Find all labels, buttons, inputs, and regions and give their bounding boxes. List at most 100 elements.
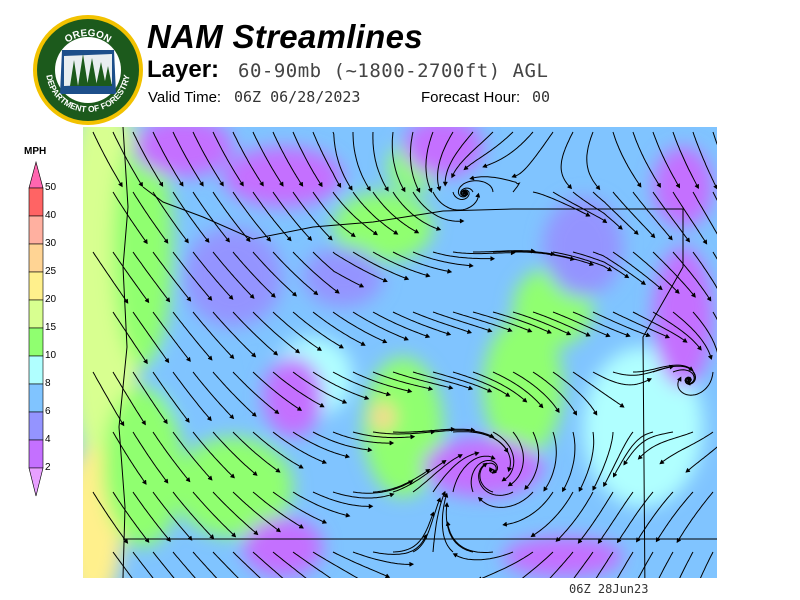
streamline bbox=[312, 251, 364, 288]
streamline-arrowhead bbox=[482, 163, 488, 168]
streamline-arrowhead bbox=[655, 537, 661, 543]
colorbar-tick-label: 10 bbox=[45, 350, 57, 361]
streamline bbox=[292, 431, 350, 458]
streamline-arrowhead bbox=[603, 482, 608, 488]
streamline-arrowhead bbox=[425, 333, 431, 339]
streamline bbox=[472, 311, 532, 333]
wind-speed-region bbox=[163, 337, 223, 417]
streamline bbox=[543, 431, 557, 491]
streamline-arrowhead bbox=[327, 235, 333, 241]
streamline bbox=[232, 191, 271, 242]
streamline bbox=[172, 191, 210, 243]
streamline bbox=[452, 371, 510, 397]
wind-speed-region bbox=[543, 197, 623, 297]
streamline-arrowhead bbox=[446, 331, 452, 336]
streamline-arrowhead bbox=[163, 478, 169, 484]
streamline bbox=[572, 251, 629, 279]
streamline-arrowhead bbox=[687, 376, 693, 382]
streamline-arrowhead bbox=[207, 475, 213, 481]
streamline bbox=[192, 251, 234, 300]
streamline bbox=[192, 491, 236, 537]
streamline-arrowhead bbox=[158, 181, 164, 187]
valid-time-label: Valid Time: bbox=[148, 89, 222, 106]
streamline-arrowhead bbox=[209, 534, 215, 540]
streamline bbox=[472, 431, 511, 472]
streamline-arrowhead bbox=[507, 481, 513, 487]
streamline bbox=[112, 191, 148, 244]
streamline-arrowhead bbox=[451, 173, 456, 179]
streamline bbox=[409, 131, 421, 193]
streamline bbox=[292, 311, 344, 349]
valid-time-value: 06Z 06/28/2023 bbox=[234, 88, 361, 106]
streamline bbox=[392, 251, 452, 273]
streamline bbox=[272, 491, 327, 524]
streamline-arrowhead bbox=[505, 392, 511, 397]
streamline-arrowhead bbox=[675, 183, 681, 189]
streamline bbox=[292, 551, 332, 578]
streamline-arrowhead bbox=[403, 336, 409, 341]
streamline-arrowhead bbox=[442, 181, 448, 187]
streamline bbox=[478, 462, 514, 496]
colorbar-segment bbox=[28, 299, 44, 329]
streamline bbox=[613, 431, 654, 477]
streamline bbox=[132, 131, 164, 187]
streamline bbox=[492, 311, 552, 334]
streamline-arrowhead bbox=[414, 229, 420, 234]
streamline bbox=[312, 491, 373, 507]
streamline bbox=[252, 371, 302, 411]
streamline bbox=[512, 311, 571, 336]
streamline-arrowhead bbox=[691, 292, 696, 298]
streamline bbox=[212, 311, 256, 358]
streamline-arrowhead bbox=[141, 420, 146, 426]
streamline-arrowhead bbox=[321, 459, 327, 464]
streamline-arrowhead bbox=[578, 486, 583, 492]
streamline-arrowhead bbox=[657, 285, 663, 291]
streamline bbox=[132, 191, 169, 244]
streamline bbox=[172, 551, 196, 578]
streamline bbox=[392, 311, 451, 336]
streamline bbox=[152, 431, 191, 482]
streamline bbox=[432, 491, 446, 553]
streamline-arrowhead bbox=[385, 391, 392, 397]
streamline-arrowhead bbox=[452, 553, 458, 558]
streamline bbox=[446, 522, 494, 553]
streamline bbox=[192, 311, 234, 359]
colorbar-tick-label: 8 bbox=[45, 378, 51, 389]
wind-speed-region bbox=[223, 147, 343, 207]
streamline-arrowhead bbox=[445, 521, 451, 527]
streamline bbox=[503, 491, 554, 526]
streamline bbox=[112, 371, 146, 425]
streamline bbox=[478, 491, 534, 508]
streamline-arrowhead bbox=[613, 472, 618, 478]
streamline bbox=[392, 191, 441, 231]
streamline bbox=[352, 191, 398, 235]
streamline-arrowhead bbox=[641, 280, 646, 286]
streamline bbox=[152, 131, 184, 187]
streamline-arrowhead bbox=[685, 468, 691, 473]
colorbar-segment bbox=[28, 327, 44, 357]
colorbar-tick-label: 4 bbox=[45, 434, 51, 445]
streamline-arrowhead bbox=[463, 190, 469, 196]
streamline bbox=[332, 251, 388, 282]
streamline bbox=[352, 311, 409, 341]
streamline bbox=[672, 251, 712, 301]
streamline-arrowhead bbox=[298, 181, 304, 187]
streamline-arrowhead bbox=[273, 350, 279, 356]
streamline bbox=[463, 131, 514, 170]
streamline bbox=[112, 551, 133, 578]
streamline-arrowhead bbox=[187, 535, 193, 541]
streamline-arrowhead bbox=[393, 230, 399, 235]
streamline-arrowhead bbox=[637, 454, 643, 460]
streamline-arrowhead bbox=[230, 473, 235, 479]
streamline bbox=[391, 131, 406, 192]
colorbar-tick-label: 15 bbox=[45, 322, 57, 333]
wind-speed-region bbox=[173, 437, 293, 537]
colorbar-tick-label: 40 bbox=[45, 210, 57, 221]
streamline bbox=[638, 431, 694, 460]
streamline-arrowhead bbox=[385, 573, 391, 578]
streamline bbox=[332, 191, 378, 236]
streamline-arrowhead bbox=[207, 355, 213, 361]
streamline bbox=[623, 431, 674, 465]
streamline-arrowhead bbox=[487, 388, 493, 393]
streamline-arrowhead bbox=[530, 532, 536, 538]
